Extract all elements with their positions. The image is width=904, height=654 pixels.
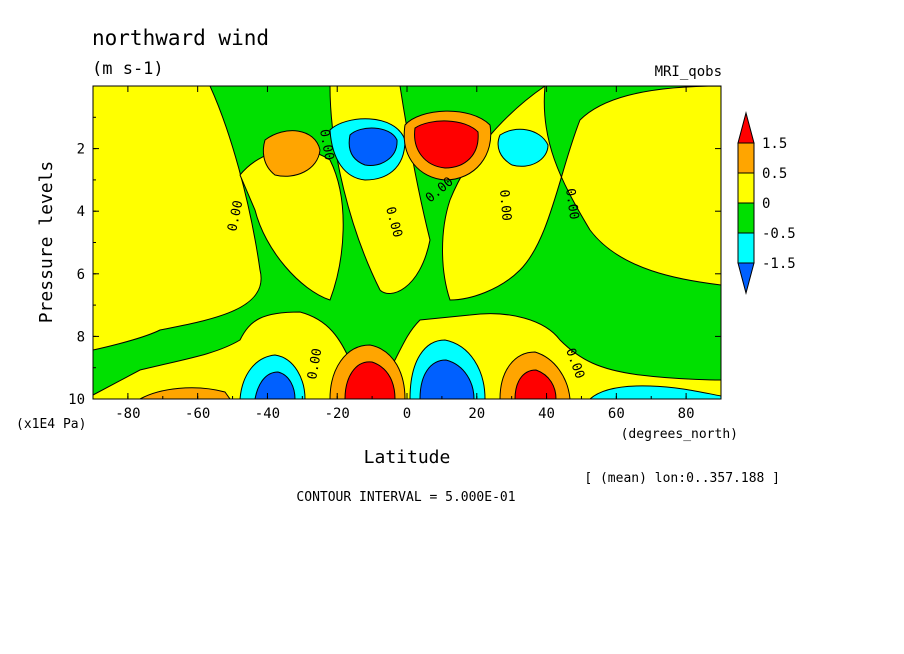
colorbar-label: 0 [762,196,770,212]
colorbar-label: 1.5 [762,136,787,152]
x-axis-label: Latitude [364,447,451,468]
contour-field [93,86,721,399]
yellow-region [93,86,262,351]
x-axis-units: (degrees_north) [621,427,738,442]
red-region [414,120,479,169]
y-axis-label: Pressure levels [36,161,57,324]
blue-region [419,359,475,399]
contour-label: 0.00 [496,189,514,222]
colorbar-swatch [737,202,755,234]
y-tick-label: 8 [77,329,85,345]
orange-region [262,130,321,177]
colorbar-swatch [737,172,755,204]
y-tick-label: 6 [77,267,85,283]
colorbar-label: -1.5 [762,256,796,272]
colorbar-swatch [737,262,755,295]
x-tick-label: -40 [255,406,280,422]
x-tick-label: 40 [538,406,555,422]
x-tick-label: 80 [678,406,695,422]
contour-label: 0.00 [562,187,581,220]
y-tick-label: 10 [68,392,85,408]
red-region [514,369,557,399]
colorbar-swatch [737,142,755,174]
mean-note: [ (mean) lon:0..357.188 ] [584,471,780,486]
x-tick-label: 20 [468,406,485,422]
contour-label: 0.00 [305,347,325,380]
red-region [344,361,396,399]
contour-label: 0.00 [316,128,336,161]
x-tick-label: 0 [403,406,411,422]
x-tick-label: 60 [608,406,625,422]
blue-region [348,127,398,167]
colorbar-label: 0.5 [762,166,787,182]
colorbar-swatch [737,111,755,144]
y-axis: 2 4 6 8 10 [68,116,721,408]
y-tick-label: 4 [77,204,85,220]
x-tick-label: -60 [185,406,210,422]
x-tick-label: -20 [325,406,350,422]
blue-region [254,371,296,399]
x-axis: -80 -60 -40 -20 0 20 40 60 80 [92,86,722,422]
contour-interval: CONTOUR INTERVAL = 5.000E-01 [296,490,515,505]
colorbar-label: -0.5 [762,226,796,242]
x-tick-label: -80 [115,406,140,422]
chart-title: northward wind [92,26,269,50]
contour-label: 0.00 [225,199,246,233]
dataset-label: MRI_qobs [655,64,722,80]
y-axis-units: (x1E4 Pa) [16,417,86,432]
chart-units: (m s-1) [92,59,164,79]
y-tick-label: 2 [77,142,85,158]
colorbar-swatch [737,232,755,264]
blue-region [589,385,721,399]
colorbar: 1.5 0.5 0 -0.5 -1.5 [737,111,796,295]
blue-region [497,128,549,167]
